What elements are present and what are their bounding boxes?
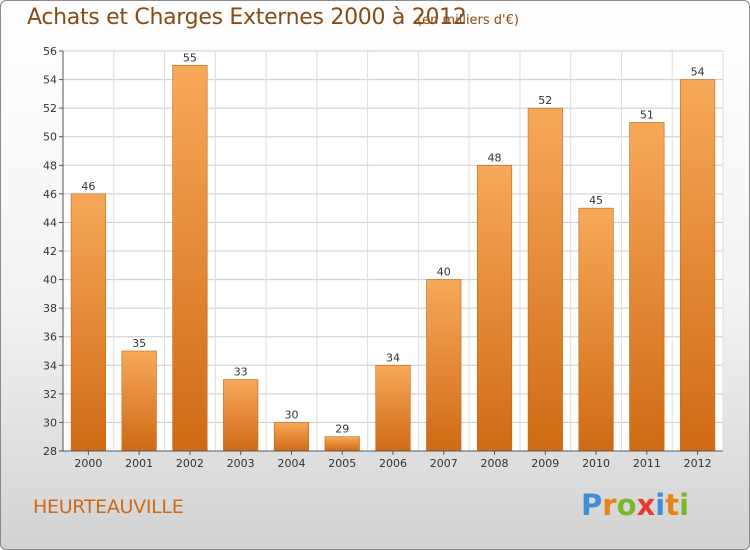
x-tick-label: 2001 <box>125 457 153 470</box>
data-label: 34 <box>386 351 400 364</box>
brand-letter: t <box>665 488 680 522</box>
x-tick-label: 2002 <box>176 457 204 470</box>
x-tick-label: 2011 <box>633 457 661 470</box>
data-label: 55 <box>183 51 197 64</box>
y-tick-label: 36 <box>43 331 57 344</box>
data-label: 54 <box>691 66 705 79</box>
chart-subtitle: (en milliers d'€) <box>417 13 519 28</box>
x-tick-label: 2008 <box>481 457 509 470</box>
commune-name: HEURTEAUVILLE <box>33 496 184 518</box>
data-label: 33 <box>234 366 248 379</box>
brand-letter: o <box>616 488 637 522</box>
data-label: 45 <box>589 194 603 207</box>
bar <box>324 436 360 452</box>
bar <box>273 422 310 452</box>
brand-letter: i <box>655 488 666 522</box>
y-tick-label: 52 <box>43 102 57 115</box>
bar <box>223 379 259 452</box>
bar <box>70 193 106 452</box>
x-tick-label: 2005 <box>328 457 356 470</box>
x-tick-label: 2007 <box>430 457 458 470</box>
y-tick-label: 38 <box>43 302 57 315</box>
bar <box>578 207 614 452</box>
y-tick-label: 42 <box>43 245 57 258</box>
y-tick-label: 46 <box>43 188 57 201</box>
data-label: 48 <box>488 151 502 164</box>
axes: 28 30 32 34 36 38 40 42 44 46 48 50 52 54 56 2000 2001 20… <box>43 45 723 470</box>
y-tick-label: 50 <box>43 131 57 144</box>
brand-letter: r <box>602 488 617 522</box>
brand-letter: i <box>679 488 690 522</box>
data-label: 46 <box>81 180 95 193</box>
bar <box>121 350 157 452</box>
bars: 46 35 55 33 30 29 34 40 48 52 45 51 54 <box>70 51 716 452</box>
y-tick-label: 54 <box>43 74 57 87</box>
proxiti-logo: Proxiti <box>581 488 689 522</box>
data-label: 40 <box>437 266 451 279</box>
bar <box>172 64 208 452</box>
data-label: 30 <box>284 408 298 421</box>
data-label: 52 <box>538 94 552 107</box>
bar <box>426 279 462 452</box>
x-tick-label: 2006 <box>379 457 407 470</box>
y-tick-label: 28 <box>43 445 57 458</box>
x-tick-label: 2012 <box>684 457 712 470</box>
brand-letter: x <box>636 488 656 522</box>
x-tick-label: 2000 <box>74 457 102 470</box>
y-tick-label: 34 <box>43 359 57 372</box>
data-label: 51 <box>640 108 654 121</box>
y-tick-label: 30 <box>43 416 57 429</box>
x-tick-label: 2004 <box>277 457 305 470</box>
data-label: 29 <box>335 423 349 436</box>
bar <box>680 79 716 452</box>
x-tick-label: 2010 <box>582 457 610 470</box>
brand-letter: P <box>581 488 603 522</box>
chart-title: Achats et Charges Externes 2000 à 2012 <box>27 5 467 30</box>
x-tick-label: 2009 <box>531 457 559 470</box>
bar <box>629 122 665 452</box>
bar <box>476 164 513 452</box>
y-tick-label: 56 <box>43 45 57 58</box>
y-tick-label: 40 <box>43 274 57 287</box>
data-label: 35 <box>132 337 146 350</box>
bar <box>375 364 411 452</box>
y-tick-label: 44 <box>43 216 57 229</box>
bar <box>527 107 563 452</box>
x-tick-label: 2003 <box>227 457 255 470</box>
y-tick-label: 48 <box>43 159 57 172</box>
y-tick-label: 32 <box>43 388 57 401</box>
